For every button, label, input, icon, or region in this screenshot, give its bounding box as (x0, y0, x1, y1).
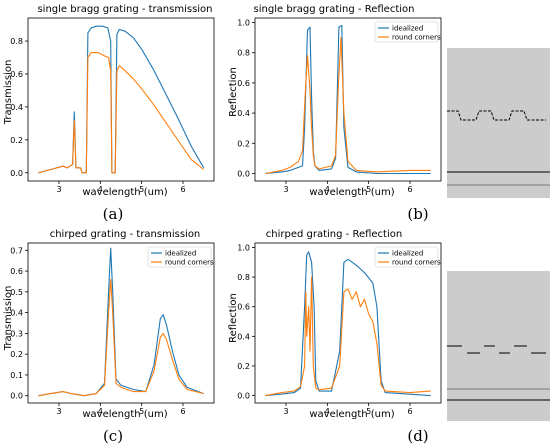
plot-area (254, 17, 442, 182)
x-tick-label: 6 (407, 185, 412, 194)
y-tick-label: 0.0 (237, 169, 250, 178)
y-axis-label: Reflection (228, 67, 239, 117)
chart-title: chirped grating - transmission (50, 229, 201, 240)
y-tick-label: 0.6 (10, 267, 23, 276)
y-tick-label: 0.6 (237, 303, 250, 312)
y-tick-label: 0.0 (10, 169, 23, 178)
chart-title: single bragg grating - transmission (37, 4, 212, 15)
x-axis-label: wavelength (um) (309, 187, 394, 198)
x-tick-label: 5 (139, 407, 144, 416)
y-tick-label: 0.2 (10, 350, 23, 359)
x-tick-label: 3 (283, 185, 288, 194)
y-tick-label: 1.0 (237, 243, 250, 252)
plot-area (254, 242, 442, 404)
x-tick-label: 3 (56, 185, 61, 194)
x-tick-label: 4 (325, 185, 330, 194)
y-tick-label: 0.2 (237, 139, 250, 148)
x-tick-label: 4 (98, 407, 103, 416)
plot-area (27, 242, 215, 404)
shape-background (447, 48, 550, 198)
x-tick-label: 6 (180, 185, 185, 194)
y-tick-label: 0.4 (10, 309, 23, 318)
legend-label: idealized (392, 25, 423, 33)
y-tick-label: 0.0 (237, 392, 250, 401)
y-tick-label: 0.4 (237, 332, 250, 341)
legend (147, 246, 212, 268)
x-axis-label: wavelength (um) (82, 409, 167, 420)
x-tick-label: 6 (407, 407, 412, 416)
legend-label: idealized (165, 250, 196, 258)
panel-d: chirped grating - Reflection Reflection … (228, 229, 442, 445)
y-tick-label: 0.2 (237, 362, 250, 371)
y-tick-label: 0.3 (10, 329, 23, 338)
caption: (c) (103, 427, 123, 445)
x-tick-label: 5 (366, 185, 371, 194)
y-tick-label: 0.6 (237, 79, 250, 88)
plot-area (27, 17, 215, 182)
series-line-round-corners (38, 278, 204, 397)
legend-label: round corners (392, 259, 441, 267)
y-tick-label: 0.0 (10, 392, 23, 401)
x-tick-label: 6 (180, 407, 185, 416)
chart-title: chirped grating - Reflection (266, 229, 402, 240)
y-tick-label: 0.5 (10, 288, 23, 297)
x-axis-label: wavelength (um) (309, 409, 394, 420)
y-tick-label: 0.1 (10, 371, 23, 380)
x-tick-label: 4 (98, 185, 103, 194)
chirped-grating-profile (447, 345, 546, 354)
y-tick-label: 0.8 (237, 49, 250, 58)
y-tick-label: 0.4 (237, 109, 250, 118)
legend (374, 246, 439, 268)
caption: (a) (103, 205, 124, 223)
legend-label: round corners (165, 259, 214, 267)
shape-background (447, 271, 550, 421)
legend-label: idealized (392, 250, 423, 258)
caption: (d) (407, 427, 428, 445)
x-tick-label: 5 (366, 407, 371, 416)
panel-c: chirped grating - transmission Transmiss… (3, 229, 215, 445)
chart-title: single bragg grating - Reflection (254, 4, 415, 15)
y-tick-label: 0.8 (237, 273, 250, 282)
y-axis-label: Transmission (3, 60, 14, 126)
x-axis-label: wavelength (um) (82, 187, 167, 198)
series-line-round-corners (38, 52, 205, 174)
y-tick-label: 0.7 (10, 246, 23, 255)
periodic-grating-profile (447, 110, 546, 121)
y-tick-label: 0.6 (10, 70, 23, 79)
x-tick-label: 3 (283, 407, 288, 416)
y-axis-label: Transmission (3, 286, 14, 352)
panel-a: single bragg grating - transmission Tran… (3, 4, 215, 223)
panel-b: single bragg grating - Reflection Reflec… (228, 4, 442, 223)
legend (374, 21, 439, 43)
series-line-idealized (265, 251, 431, 397)
series-line-round-corners (265, 276, 431, 397)
caption: (b) (407, 205, 428, 223)
grating-shape-periodic (447, 48, 550, 198)
y-tick-label: 0.8 (10, 37, 23, 46)
x-tick-label: 5 (139, 185, 144, 194)
legend-label: round corners (392, 34, 441, 42)
grating-shape-chirped (447, 271, 550, 421)
y-tick-label: 0.4 (10, 103, 23, 112)
x-tick-label: 3 (56, 407, 61, 416)
y-tick-label: 0.2 (10, 136, 23, 145)
y-tick-label: 1.0 (237, 19, 250, 28)
y-axis-label: Reflection (228, 293, 239, 343)
series-line-round-corners (265, 37, 431, 175)
x-tick-label: 4 (325, 407, 330, 416)
